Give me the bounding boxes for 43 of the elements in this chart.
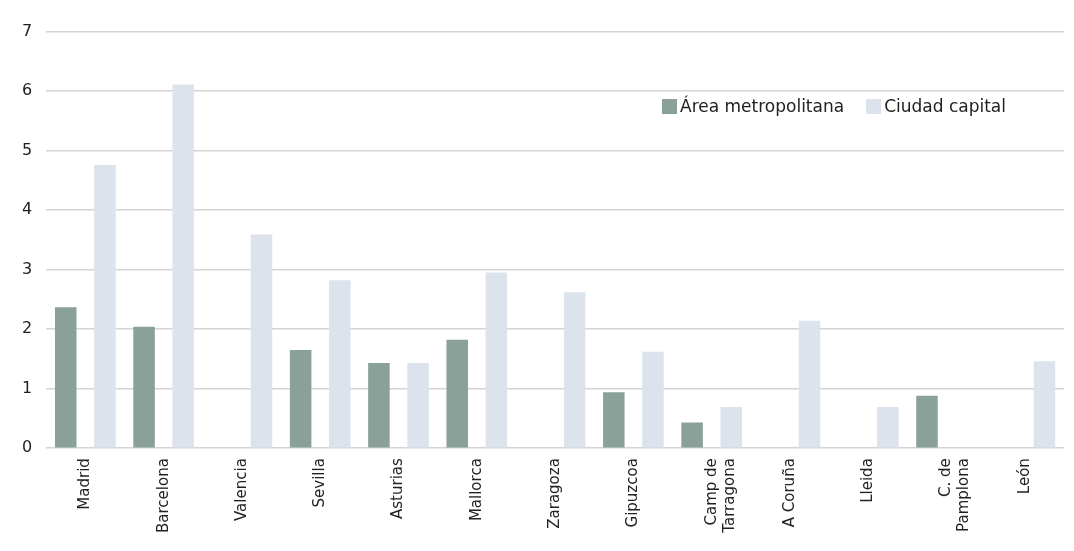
x-tick-label: Gipuzcoa [623, 458, 642, 528]
y-tick-label: 7 [21, 20, 33, 40]
bar [798, 320, 821, 448]
x-tick-label: Barcelona [153, 458, 172, 533]
bar [681, 422, 703, 448]
y-tick-label: 3 [21, 258, 33, 278]
bar [94, 164, 116, 448]
legend-label: Ciudad capital [884, 96, 1006, 116]
bar [563, 292, 586, 448]
bar [133, 326, 155, 448]
bar [877, 407, 899, 448]
y-tick-label: 1 [21, 377, 33, 397]
x-tick-label: Camp de Tarragona [701, 458, 738, 534]
bar [485, 272, 508, 448]
bar [720, 407, 743, 448]
x-tick-label: Asturias [388, 457, 407, 519]
y-tick-label: 2 [21, 318, 33, 338]
x-tick-label: Lleida [858, 458, 877, 503]
bar [54, 307, 77, 448]
bar [916, 395, 938, 448]
bar [407, 363, 429, 448]
x-tick-label: León [1014, 458, 1033, 495]
x-tick-label: A Coruña [779, 458, 798, 528]
bar [603, 392, 625, 448]
bar [289, 349, 312, 448]
bar [329, 280, 351, 448]
x-tick-label: C. de Pamplona [936, 458, 973, 532]
legend-label: Área metropolitana [680, 96, 845, 116]
y-tick-label: 5 [21, 139, 33, 159]
bar [642, 351, 664, 448]
bar [368, 363, 390, 448]
x-tick-label: Valencia [231, 458, 250, 521]
y-tick-label: 0 [21, 437, 33, 457]
y-tick-label: 4 [21, 199, 33, 219]
bar [1033, 361, 1056, 448]
x-tick-label: Madrid [75, 458, 94, 510]
x-tick-label: Sevilla [310, 458, 329, 508]
bar [446, 339, 468, 448]
bar [172, 84, 194, 448]
bar [250, 234, 273, 448]
y-tick-label: 6 [21, 80, 33, 100]
x-tick-label: Mallorca [466, 458, 485, 522]
x-tick-label: Zaragoza [544, 458, 563, 529]
